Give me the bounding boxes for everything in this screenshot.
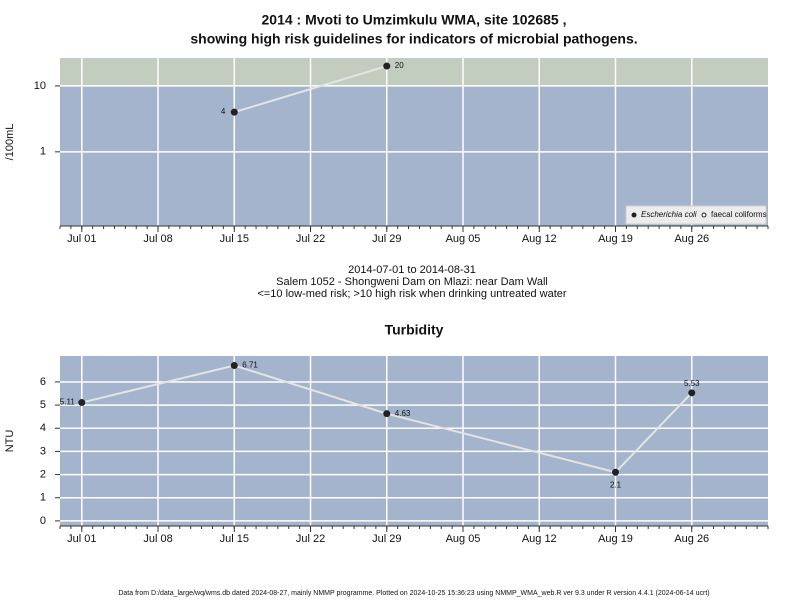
x-tick-label: Aug 05 — [446, 533, 481, 545]
y-tick-label: 3 — [40, 445, 46, 457]
x-tick-label: Jul 01 — [67, 233, 96, 245]
x-tick-label: Jul 08 — [143, 533, 172, 545]
y-tick-label: 10 — [34, 80, 46, 92]
x-tick-label: Jul 29 — [372, 233, 401, 245]
x-tick-label: Jul 15 — [220, 533, 249, 545]
y-axis-label: /100mL — [4, 124, 16, 161]
caption: 2014-07-01 to 2014-08-31 — [348, 264, 476, 276]
data-label: 4.63 — [395, 409, 411, 418]
x-tick-label: Aug 19 — [598, 233, 633, 245]
x-tick-label: Aug 05 — [446, 233, 481, 245]
legend: Escherichia coli faecal coliforms — [625, 205, 767, 225]
chart-title: 2014 : Mvoti to Umzimkulu WMA, site 1026… — [262, 12, 567, 28]
data-label: 20 — [395, 61, 404, 70]
data-point — [230, 108, 238, 116]
x-tick-label: Jul 22 — [296, 233, 325, 245]
footer: Data from D:/data_large/wq/wms.db dated … — [118, 590, 709, 597]
data-label: 5.53 — [684, 379, 700, 388]
y-tick-label: 5 — [40, 399, 46, 411]
x-tick-label: Jul 15 — [220, 233, 249, 245]
data-point — [230, 361, 238, 369]
y-tick-label: 0 — [40, 515, 46, 527]
data-label: 5.11 — [60, 398, 76, 407]
x-tick-label: Jul 08 — [143, 233, 172, 245]
legend-box — [625, 205, 767, 225]
x-tick-label: Jul 01 — [67, 533, 96, 545]
data-point — [688, 389, 696, 397]
x-tick-label: Jul 29 — [372, 533, 401, 545]
chart-subtitle: showing high risk guidelines for indicat… — [190, 31, 637, 47]
data-label: 2.1 — [610, 480, 622, 489]
legend-label: Escherichia coli — [641, 210, 697, 219]
x-tick-label: Jul 22 — [296, 533, 325, 545]
x-tick-label: Aug 12 — [522, 233, 557, 245]
data-point — [383, 62, 391, 70]
x-tick-label: Aug 12 — [522, 533, 557, 545]
y-tick-label: 6 — [40, 376, 46, 388]
y-axis-label: NTU — [4, 430, 16, 453]
data-point — [612, 468, 620, 476]
high-risk-band — [60, 58, 768, 86]
y-tick-label: 4 — [40, 422, 46, 434]
data-point — [78, 399, 86, 407]
chart-title: Turbidity — [385, 322, 444, 338]
caption: <=10 low-med risk; >10 high risk when dr… — [257, 288, 566, 300]
x-tick-label: Aug 26 — [674, 233, 709, 245]
data-point — [383, 410, 391, 418]
x-tick-label: Aug 19 — [598, 533, 633, 545]
y-tick-label: 2 — [40, 468, 46, 480]
data-label: 6.71 — [242, 361, 258, 370]
series-line — [233, 65, 388, 114]
caption: Salem 1052 - Shongweni Dam on Mlazi: nea… — [276, 276, 548, 288]
legend-label: faecal coliforms — [711, 210, 767, 219]
y-tick-label: 1 — [40, 492, 46, 504]
data-label: 4 — [221, 107, 226, 116]
legend-marker — [631, 212, 637, 218]
legend-marker — [701, 212, 707, 218]
x-tick-label: Aug 26 — [674, 533, 709, 545]
y-tick-label: 1 — [40, 146, 46, 158]
